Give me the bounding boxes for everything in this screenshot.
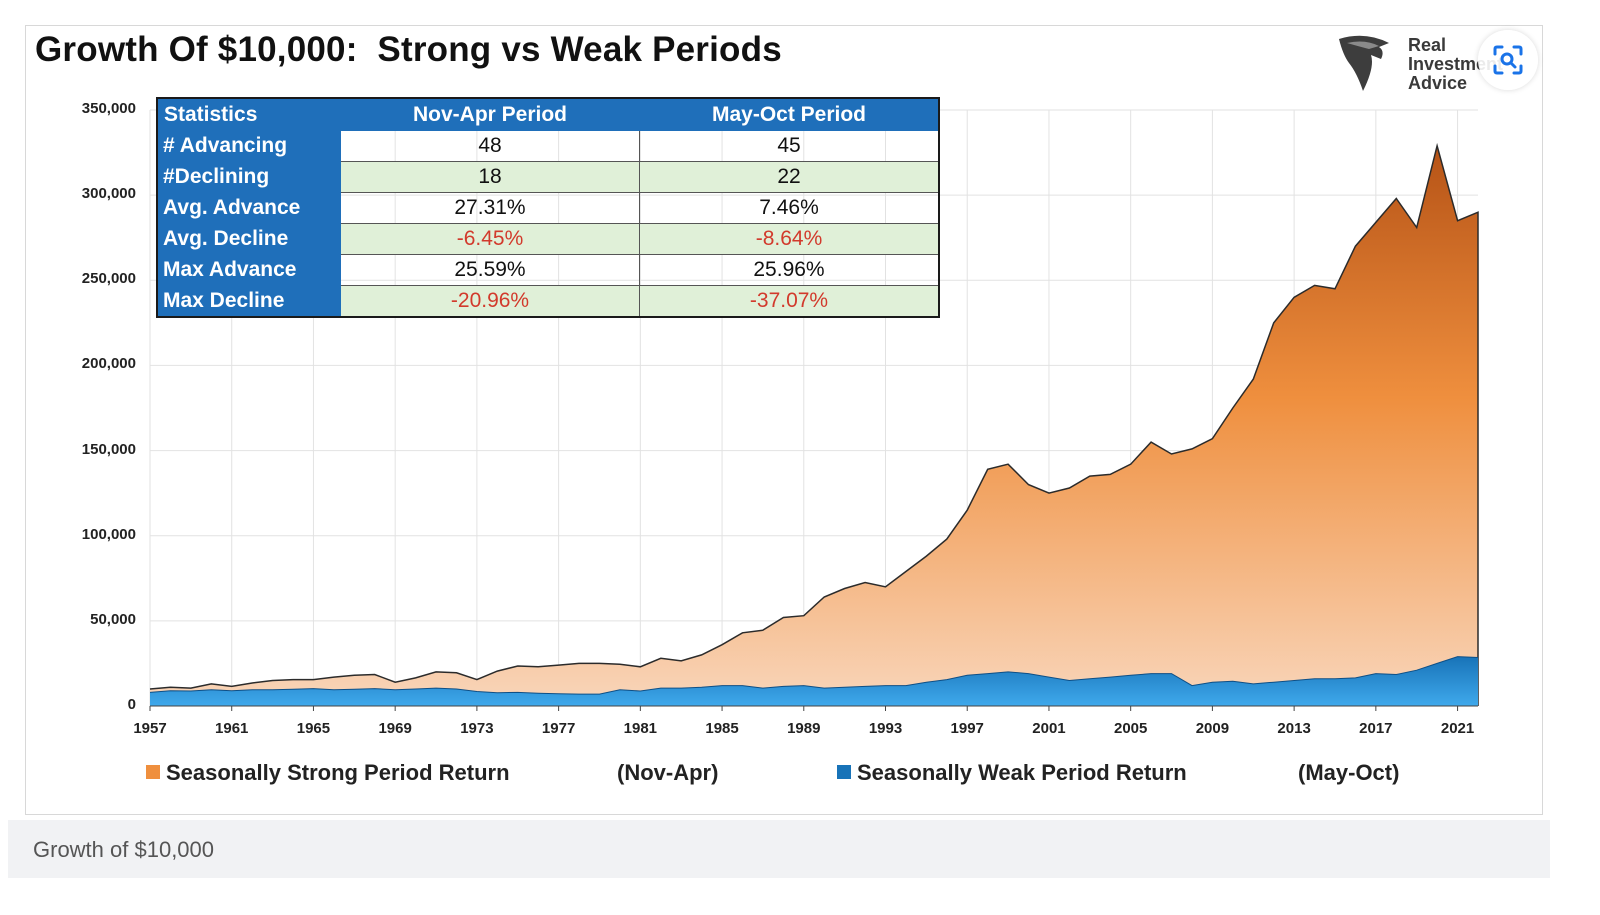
x-tick-label: 1981 — [623, 720, 658, 737]
y-tick-label: 50,000 — [90, 610, 136, 628]
y-tick-label: 250,000 — [81, 270, 136, 288]
table-cell-may-oct: 22 — [639, 161, 940, 193]
table-cell-may-oct: 25.96% — [639, 254, 940, 286]
series-strong-area — [150, 145, 1478, 707]
table-cell-nov-apr: -6.45% — [340, 223, 640, 255]
chart-title: Growth Of $10,000: Strong vs Weak Period… — [35, 30, 782, 69]
x-tick-label: 1965 — [296, 720, 331, 737]
legend-swatch-weak — [837, 765, 851, 779]
table-cell-may-oct: 7.46% — [639, 192, 940, 224]
y-tick-label: 150,000 — [81, 440, 136, 458]
y-tick-label: 200,000 — [81, 355, 136, 373]
legend-weak: Seasonally Weak Period Return — [837, 760, 1187, 786]
logo-line: Advice — [1408, 73, 1468, 93]
x-tick-label: 2005 — [1113, 720, 1148, 737]
statistics-table: Statistics Nov-Apr Period May-Oct Period… — [156, 97, 940, 318]
table-row-label: Avg. Advance — [156, 192, 341, 224]
table-row: Max Advance 25.59% 25.96% — [156, 254, 940, 286]
table-row: Max Decline -20.96% -37.07% — [156, 285, 940, 318]
table-row: # Advancing 48 45 — [156, 130, 940, 162]
table-cell-may-oct: -37.07% — [639, 285, 940, 318]
table-row-label: #Declining — [156, 161, 341, 193]
table-row-label: Avg. Decline — [156, 223, 341, 255]
x-tick-marks — [149, 706, 1459, 711]
legend-label: Seasonally Weak Period Return — [857, 760, 1187, 785]
x-tick-label: 1957 — [133, 720, 167, 737]
scan-icon — [1493, 45, 1523, 75]
legend-strong-note: (Nov-Apr) — [617, 760, 719, 785]
table-header-row: Statistics Nov-Apr Period May-Oct Period — [156, 97, 940, 131]
y-tick-label: 300,000 — [81, 185, 136, 203]
legend-label: Seasonally Strong Period Return — [166, 760, 510, 785]
image-search-button[interactable] — [1478, 30, 1538, 90]
table-row-label: # Advancing — [156, 130, 341, 162]
table-row: #Declining 18 22 — [156, 161, 940, 193]
x-tick-label: 1969 — [378, 720, 412, 737]
table-cell-nov-apr: 25.59% — [340, 254, 640, 286]
eagle-logo-icon — [1339, 35, 1389, 91]
x-tick-label: 2013 — [1277, 720, 1311, 737]
figure-caption: Growth of $10,000 — [33, 837, 215, 862]
caption-bar: Growth of $10,000 — [8, 820, 1550, 878]
table-cell-may-oct: 45 — [639, 130, 940, 162]
legend-swatch-strong — [146, 765, 160, 779]
table-header: Statistics — [156, 97, 341, 131]
x-tick-label: 1985 — [705, 720, 739, 737]
logo — [1339, 35, 1389, 91]
table-cell-nov-apr: 27.31% — [340, 192, 640, 224]
series-weak-line — [149, 656, 1479, 695]
x-tick-label: 2021 — [1440, 720, 1475, 737]
x-tick-label: 2001 — [1032, 720, 1066, 737]
x-tick-label: 2009 — [1195, 720, 1230, 737]
table-header: Nov-Apr Period — [340, 97, 640, 131]
table-row: Avg. Advance 27.31% 7.46% — [156, 192, 940, 224]
logo-line: Real — [1408, 35, 1447, 55]
x-tick-label: 1973 — [460, 720, 494, 737]
table-cell-may-oct: -8.64% — [639, 223, 940, 255]
table-cell-nov-apr: 48 — [340, 130, 640, 162]
x-tick-label: 1989 — [787, 720, 821, 737]
table-row-label: Max Advance — [156, 254, 341, 286]
series-weak-area — [150, 656, 1478, 706]
y-tick-label: 100,000 — [81, 525, 136, 543]
table-cell-nov-apr: -20.96% — [340, 285, 640, 318]
table-row: Avg. Decline -6.45% -8.64% — [156, 223, 940, 255]
x-tick-label: 1977 — [541, 720, 576, 737]
x-tick-label: 1993 — [868, 720, 903, 737]
series-strong-line — [149, 142, 1479, 706]
x-tick-label: 1997 — [950, 720, 984, 737]
legend-weak-note: (May-Oct) — [1298, 760, 1400, 785]
legend-strong: Seasonally Strong Period Return — [146, 760, 510, 786]
x-tick-label: 1961 — [215, 720, 249, 737]
y-tick-label: 350,000 — [81, 100, 136, 117]
table-row-label: Max Decline — [156, 285, 341, 318]
y-tick-label: 0 — [127, 696, 136, 713]
table-cell-nov-apr: 18 — [340, 161, 640, 193]
table-header: May-Oct Period — [639, 97, 940, 131]
x-tick-label: 2017 — [1359, 720, 1393, 737]
